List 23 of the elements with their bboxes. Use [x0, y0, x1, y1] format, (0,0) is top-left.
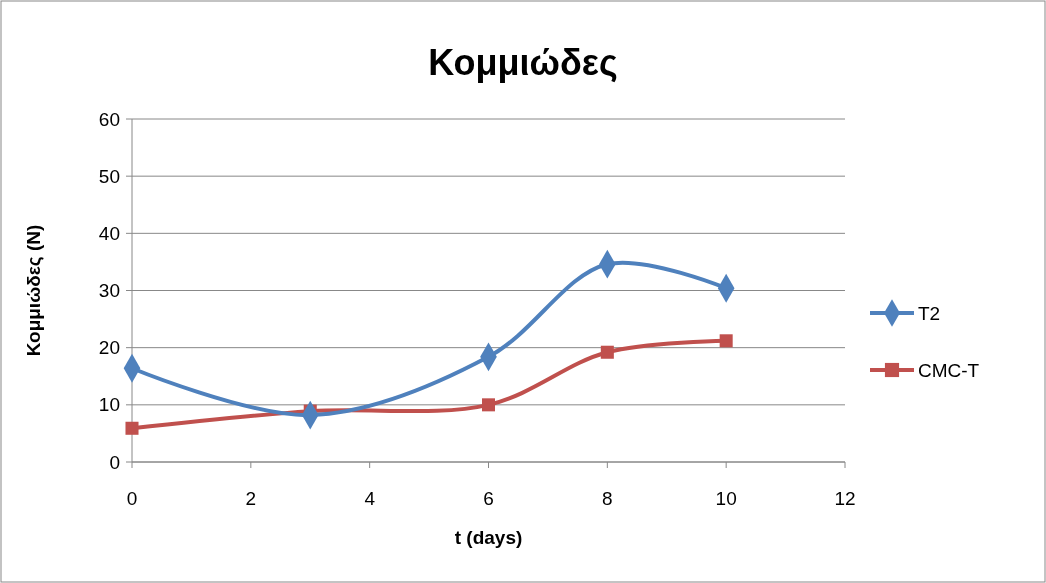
point: [481, 398, 496, 412]
x-tick-label: 12: [834, 488, 856, 509]
y-tick-label: 20: [98, 337, 120, 359]
point: [600, 345, 614, 359]
x-tick-label: 2: [245, 488, 257, 509]
y-tick-label: 60: [98, 108, 120, 130]
x-tick-label: 8: [602, 488, 613, 509]
chart-title: Κομμιώδες: [428, 42, 618, 83]
y-tick-label: 10: [98, 394, 120, 416]
legend-label: T2: [918, 302, 941, 324]
y-tick-label: 0: [109, 451, 120, 473]
legend-label: CMC-T: [918, 359, 980, 381]
x-tick-label: 0: [126, 488, 138, 509]
y-tick-label: 30: [98, 280, 120, 302]
x-tick-label: 4: [364, 488, 376, 509]
point: [125, 421, 139, 435]
y-axis-title: Κομμιώδες (N): [23, 224, 44, 357]
x-tick-label: 10: [715, 488, 737, 509]
y-tick-label: 40: [98, 222, 120, 244]
point: [719, 334, 733, 348]
x-tick-label: 6: [483, 488, 494, 509]
x-axis-title: t (days): [454, 527, 523, 548]
y-tick-label: 50: [98, 165, 120, 187]
